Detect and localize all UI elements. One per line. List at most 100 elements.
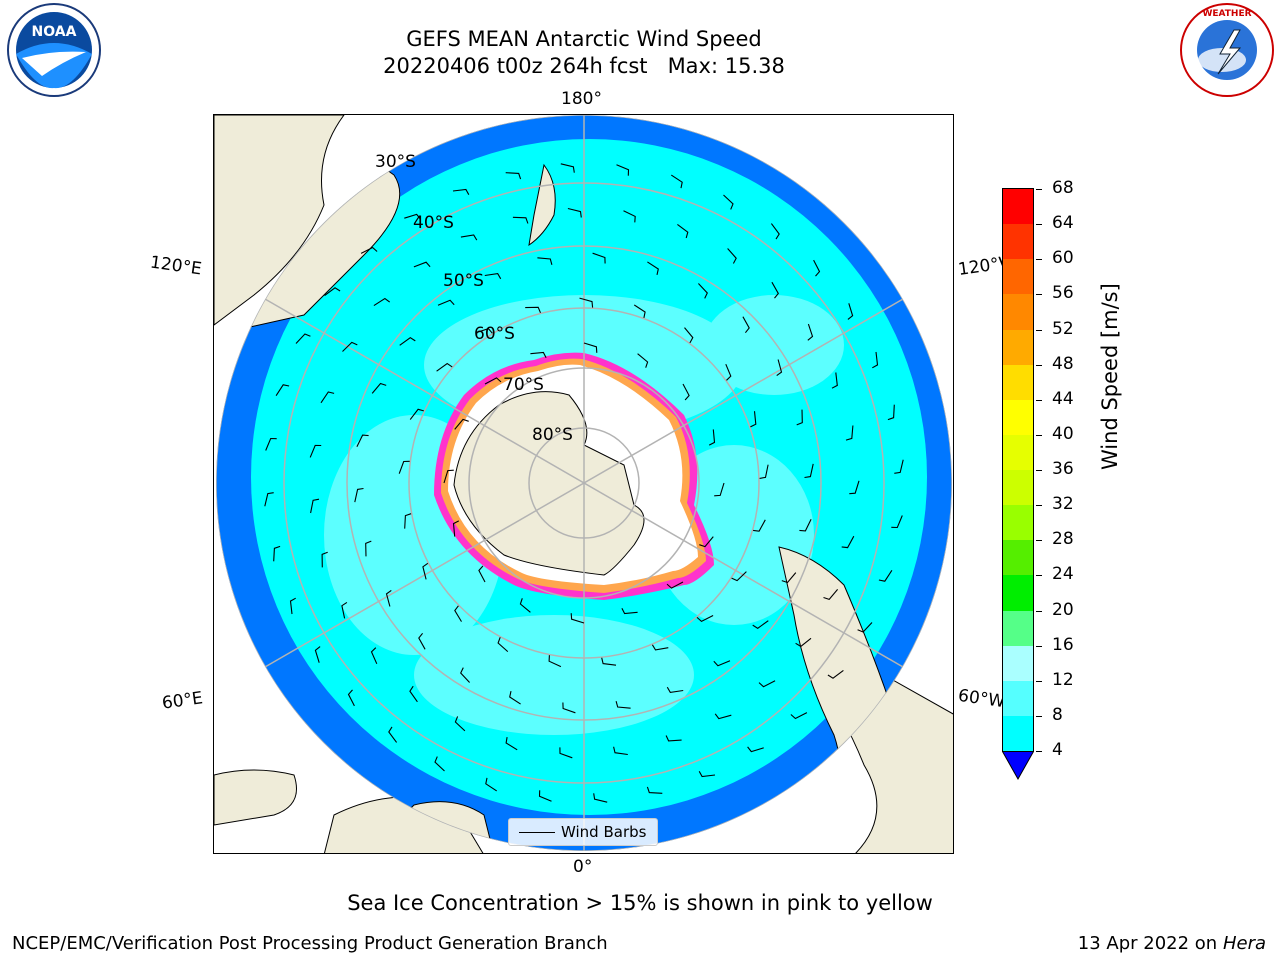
lat-label-70s: 70°S	[503, 375, 544, 395]
wind-barb	[579, 297, 594, 308]
wind-barb	[365, 540, 372, 557]
wind-barb	[796, 409, 803, 426]
wind-barb	[342, 341, 358, 352]
colorbar-tick-label: 64	[1052, 213, 1074, 234]
map-legend: Wind Barbs	[508, 818, 658, 846]
lat-label-40s: 40°S	[413, 213, 454, 233]
wind-barb	[538, 790, 552, 802]
wind-barb	[548, 655, 562, 668]
wind-barb	[509, 690, 521, 705]
colorbar-tick	[1036, 575, 1042, 577]
sea-ice-caption: Sea Ice Concentration > 15% is shown in …	[347, 891, 933, 915]
colorbar-segment	[1003, 259, 1033, 295]
map-canvas	[214, 115, 953, 853]
footer-date-text: 13 Apr 2022 on	[1077, 933, 1223, 954]
wind-barb	[460, 667, 471, 683]
wind-barb	[698, 771, 716, 778]
colorbar-segment	[1003, 540, 1033, 576]
colorbar-tick-label: 68	[1052, 178, 1074, 198]
wind-barb	[484, 273, 502, 280]
wind-barb	[592, 252, 606, 264]
wind-barb	[601, 657, 617, 666]
wind-barb	[422, 562, 429, 580]
colorbar-tick	[1036, 294, 1042, 296]
wind-barb	[665, 735, 682, 742]
wind-barb	[646, 786, 663, 794]
wind-barb	[747, 746, 764, 753]
wind-barb	[795, 637, 812, 648]
wind-barb	[699, 536, 714, 548]
colorbar-tick	[1036, 364, 1042, 366]
colorbar-tick	[1036, 505, 1042, 507]
colorbar-segment	[1003, 329, 1033, 366]
wind-barb	[505, 172, 522, 180]
antarctica-land	[453, 391, 645, 576]
wind-barb	[813, 259, 821, 277]
wind-barb	[437, 299, 455, 306]
colorbar-tick	[1036, 610, 1042, 612]
lon-label-120e: 120°E	[148, 252, 203, 280]
wind-barb	[273, 545, 281, 562]
wind-barb	[670, 174, 683, 189]
wind-barb	[314, 646, 321, 663]
lon-label-0: 0°	[573, 857, 593, 877]
wind-barb	[781, 572, 797, 584]
wind-barb	[454, 605, 462, 622]
colorbar-tick	[1036, 470, 1042, 471]
wind-barb	[583, 342, 598, 353]
colorbar-segment	[1003, 294, 1033, 330]
colorbar-tick-label: 32	[1052, 494, 1074, 515]
colorbar-tick	[1036, 189, 1042, 190]
colorbar-tick	[1036, 259, 1042, 261]
wind-barb	[841, 535, 855, 549]
polar-map	[213, 114, 954, 854]
colorbar-tick	[1036, 399, 1042, 401]
colorbar-tick	[1036, 329, 1042, 331]
wind-barb	[475, 327, 493, 334]
wind-barb	[275, 384, 290, 397]
wind-barb	[615, 701, 631, 709]
wind-barb	[647, 261, 659, 276]
wind-barb	[560, 163, 575, 173]
wind-barb	[478, 565, 486, 583]
lat-label-60s: 60°S	[474, 324, 515, 344]
wind-barb	[753, 519, 766, 532]
wind-barb	[823, 589, 839, 601]
colorbar-segment	[1003, 505, 1033, 541]
wind-barb	[708, 429, 716, 446]
wind-barb	[505, 737, 518, 751]
colorbar-tick-label: 56	[1052, 283, 1074, 304]
wind-barb	[530, 351, 547, 359]
wind-barb	[321, 551, 328, 568]
wind-barb	[878, 569, 893, 582]
colorbar-segment	[1003, 645, 1033, 682]
wind-barb	[265, 437, 277, 451]
graticule	[216, 115, 952, 851]
lon-label-60w: 60°W	[956, 685, 1007, 713]
wind-barb	[399, 337, 416, 346]
colorbar-segment	[1003, 610, 1033, 647]
wind-barb	[409, 685, 418, 703]
wind-barb	[398, 460, 410, 474]
lon-label-180: 180°	[561, 89, 602, 109]
wind-barb	[677, 223, 689, 239]
colorbar-tick-label: 4	[1052, 740, 1063, 760]
wind-barb	[697, 283, 708, 299]
wind-barb	[731, 571, 747, 582]
wind-barb	[790, 712, 808, 720]
wind-barb	[562, 702, 576, 714]
colorbar-tick-label: 60	[1052, 248, 1074, 269]
colorbar-tick	[1036, 680, 1042, 682]
wind-barb	[567, 207, 582, 218]
wind-barb	[637, 353, 649, 368]
lat-label-80s: 80°S	[532, 425, 573, 445]
wind-barb	[684, 327, 694, 344]
wind-barb	[454, 716, 466, 732]
wind-barb	[666, 581, 684, 589]
colorbar-tick-label: 40	[1052, 423, 1074, 444]
wind-barb	[354, 487, 364, 503]
wind-barb	[713, 660, 731, 667]
noaa-logo: NOAA	[7, 3, 101, 97]
wind-barb	[452, 188, 470, 195]
wind-barb	[512, 216, 529, 224]
